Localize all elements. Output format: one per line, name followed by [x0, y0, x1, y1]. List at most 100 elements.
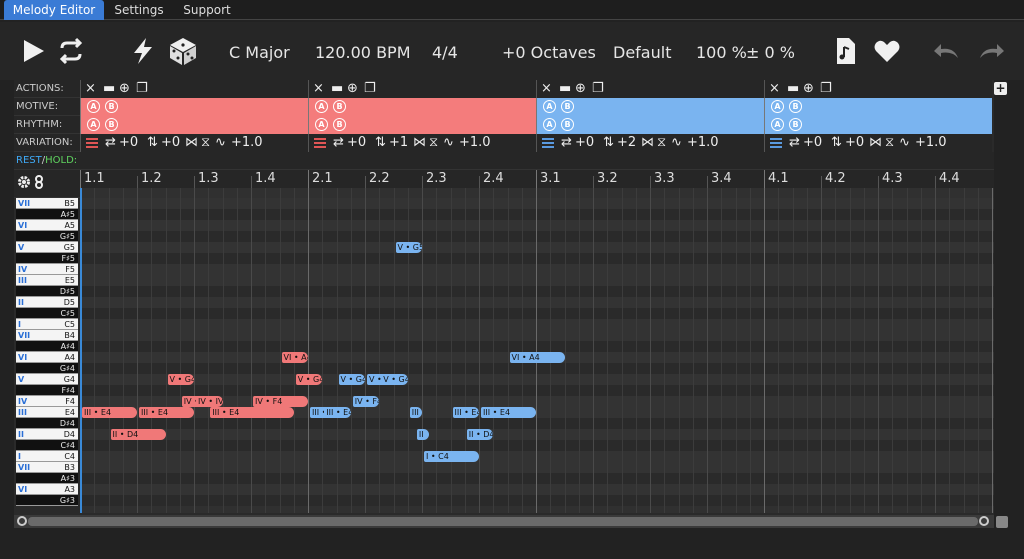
delete-icon[interactable]: ×	[85, 81, 96, 96]
note-block[interactable]: V • G4	[381, 374, 408, 385]
piano-key[interactable]: G♯4	[16, 363, 78, 374]
copy-icon[interactable]: ❐	[820, 81, 832, 96]
zoom-in-icon[interactable]	[979, 516, 989, 526]
zoom-out-icon[interactable]	[17, 516, 27, 526]
swap-icon[interactable]: ⇄	[333, 135, 344, 150]
note-block[interactable]: V • G4	[295, 374, 323, 385]
file-music-icon[interactable]	[830, 36, 860, 66]
piano-key[interactable]: III E4	[16, 407, 78, 418]
delete-icon[interactable]: ×	[313, 81, 324, 96]
piano-key[interactable]: VI A4	[16, 352, 78, 363]
note-block[interactable]: VI • A4	[509, 352, 565, 363]
add-icon[interactable]: ⊕	[119, 81, 130, 96]
add-icon[interactable]: ⊕	[803, 81, 814, 96]
b-button[interactable]: B	[561, 118, 574, 131]
note-block[interactable]: IV • F4	[352, 396, 380, 407]
piano-key[interactable]: VI A5	[16, 220, 78, 231]
copy-icon[interactable]: ❐	[592, 81, 604, 96]
tab-melody-editor[interactable]: Melody Editor	[4, 0, 104, 20]
note-block[interactable]: III	[409, 407, 422, 418]
b-button[interactable]: B	[333, 118, 346, 131]
piano-key[interactable]: I C5	[16, 319, 78, 330]
note-block[interactable]: VI • A4	[281, 352, 308, 363]
undo-icon[interactable]	[932, 36, 962, 66]
piano-key[interactable]: D♯4	[16, 418, 78, 429]
time-signature[interactable]: 4/4	[432, 43, 458, 62]
b-button[interactable]: B	[789, 100, 802, 113]
b-button[interactable]: B	[105, 100, 118, 113]
piano-key[interactable]: A♯5	[16, 209, 78, 220]
variation-lines-icon[interactable]	[86, 138, 98, 148]
playhead[interactable]	[80, 188, 82, 513]
note-block[interactable]: IV • IV	[196, 396, 223, 407]
scrollbar-thumb[interactable]	[28, 517, 978, 526]
invert-icon[interactable]: ⋈	[413, 135, 426, 150]
note-block[interactable]: II • D4	[466, 429, 494, 440]
wave-icon[interactable]: ∿	[443, 135, 454, 150]
a-button[interactable]: A	[87, 100, 100, 113]
piano-key[interactable]: G♯3	[16, 495, 78, 506]
piano-key[interactable]: VII B4	[16, 330, 78, 341]
a-button[interactable]: A	[87, 118, 100, 131]
variation-lines-icon[interactable]	[770, 138, 782, 148]
note-block[interactable]: V • G5	[395, 242, 422, 253]
note-block[interactable]: IV • F4	[253, 396, 308, 407]
shift-icon[interactable]: ⇅	[375, 135, 386, 150]
swap-icon[interactable]: ⇄	[561, 135, 572, 150]
hourglass-icon[interactable]: ⧖	[885, 135, 895, 150]
a-button[interactable]: A	[315, 118, 328, 131]
b-button[interactable]: B	[105, 118, 118, 131]
horizontal-scrollbar[interactable]	[14, 515, 994, 528]
note-block[interactable]: II	[416, 429, 430, 440]
hourglass-icon[interactable]: ⧖	[201, 135, 211, 150]
note-block[interactable]: V • G4	[338, 374, 365, 385]
timeline-ruler[interactable]: 1.1 1.2 1.3 1.4 2.1 2.2 2.3 2.4 3.1 3.2 3.3 3.4 4.1 4…	[80, 170, 994, 188]
piano-key[interactable]: G♯5	[16, 231, 78, 242]
invert-icon[interactable]: ⋈	[185, 135, 198, 150]
invert-icon[interactable]: ⋈	[869, 135, 882, 150]
velocity-field[interactable]: 100 %	[696, 43, 747, 62]
add-icon[interactable]: ⊕	[575, 81, 586, 96]
dice-icon[interactable]	[168, 36, 198, 66]
piano-key[interactable]: II D5	[16, 297, 78, 308]
a-button[interactable]: A	[543, 118, 556, 131]
note-block[interactable]: III • E4	[324, 407, 351, 418]
a-button[interactable]: A	[771, 100, 784, 113]
gear-icon[interactable]	[17, 175, 31, 189]
piano-key[interactable]: C♯4	[16, 440, 78, 451]
play-icon[interactable]	[18, 36, 48, 66]
piano-key[interactable]: C♯5	[16, 308, 78, 319]
delete-icon[interactable]: ×	[769, 81, 780, 96]
redo-icon[interactable]	[976, 36, 1006, 66]
piano-key[interactable]: F♯5	[16, 253, 78, 264]
shift-icon[interactable]: ⇅	[147, 135, 158, 150]
swap-icon[interactable]: ⇄	[789, 135, 800, 150]
note-block[interactable]: III • E4	[210, 407, 294, 418]
hourglass-icon[interactable]: ⧖	[429, 135, 439, 150]
preset-selector[interactable]: Default	[613, 43, 672, 62]
note-block[interactable]: II • D4	[110, 429, 166, 440]
piano-key[interactable]: A♯4	[16, 341, 78, 352]
invert-icon[interactable]: ⋈	[641, 135, 654, 150]
loop-icon[interactable]	[56, 36, 86, 66]
copy-icon[interactable]: ❐	[136, 81, 148, 96]
piano-key[interactable]: V G4	[16, 374, 78, 385]
piano-key[interactable]: VII B3	[16, 462, 78, 473]
piano-key[interactable]: D♯5	[16, 286, 78, 297]
shift-icon[interactable]: ⇅	[831, 135, 842, 150]
swap-icon[interactable]: ⇄	[105, 135, 116, 150]
wave-icon[interactable]: ∿	[899, 135, 910, 150]
minimize-icon[interactable]: ▬	[103, 81, 116, 96]
b-button[interactable]: B	[561, 100, 574, 113]
wave-icon[interactable]: ∿	[671, 135, 682, 150]
piano-key[interactable]: F♯4	[16, 385, 78, 396]
a-button[interactable]: A	[543, 100, 556, 113]
note-block[interactable]: III • E4	[452, 407, 479, 418]
a-button[interactable]: A	[315, 100, 328, 113]
velocity-range[interactable]: ± 0 %	[746, 43, 795, 62]
